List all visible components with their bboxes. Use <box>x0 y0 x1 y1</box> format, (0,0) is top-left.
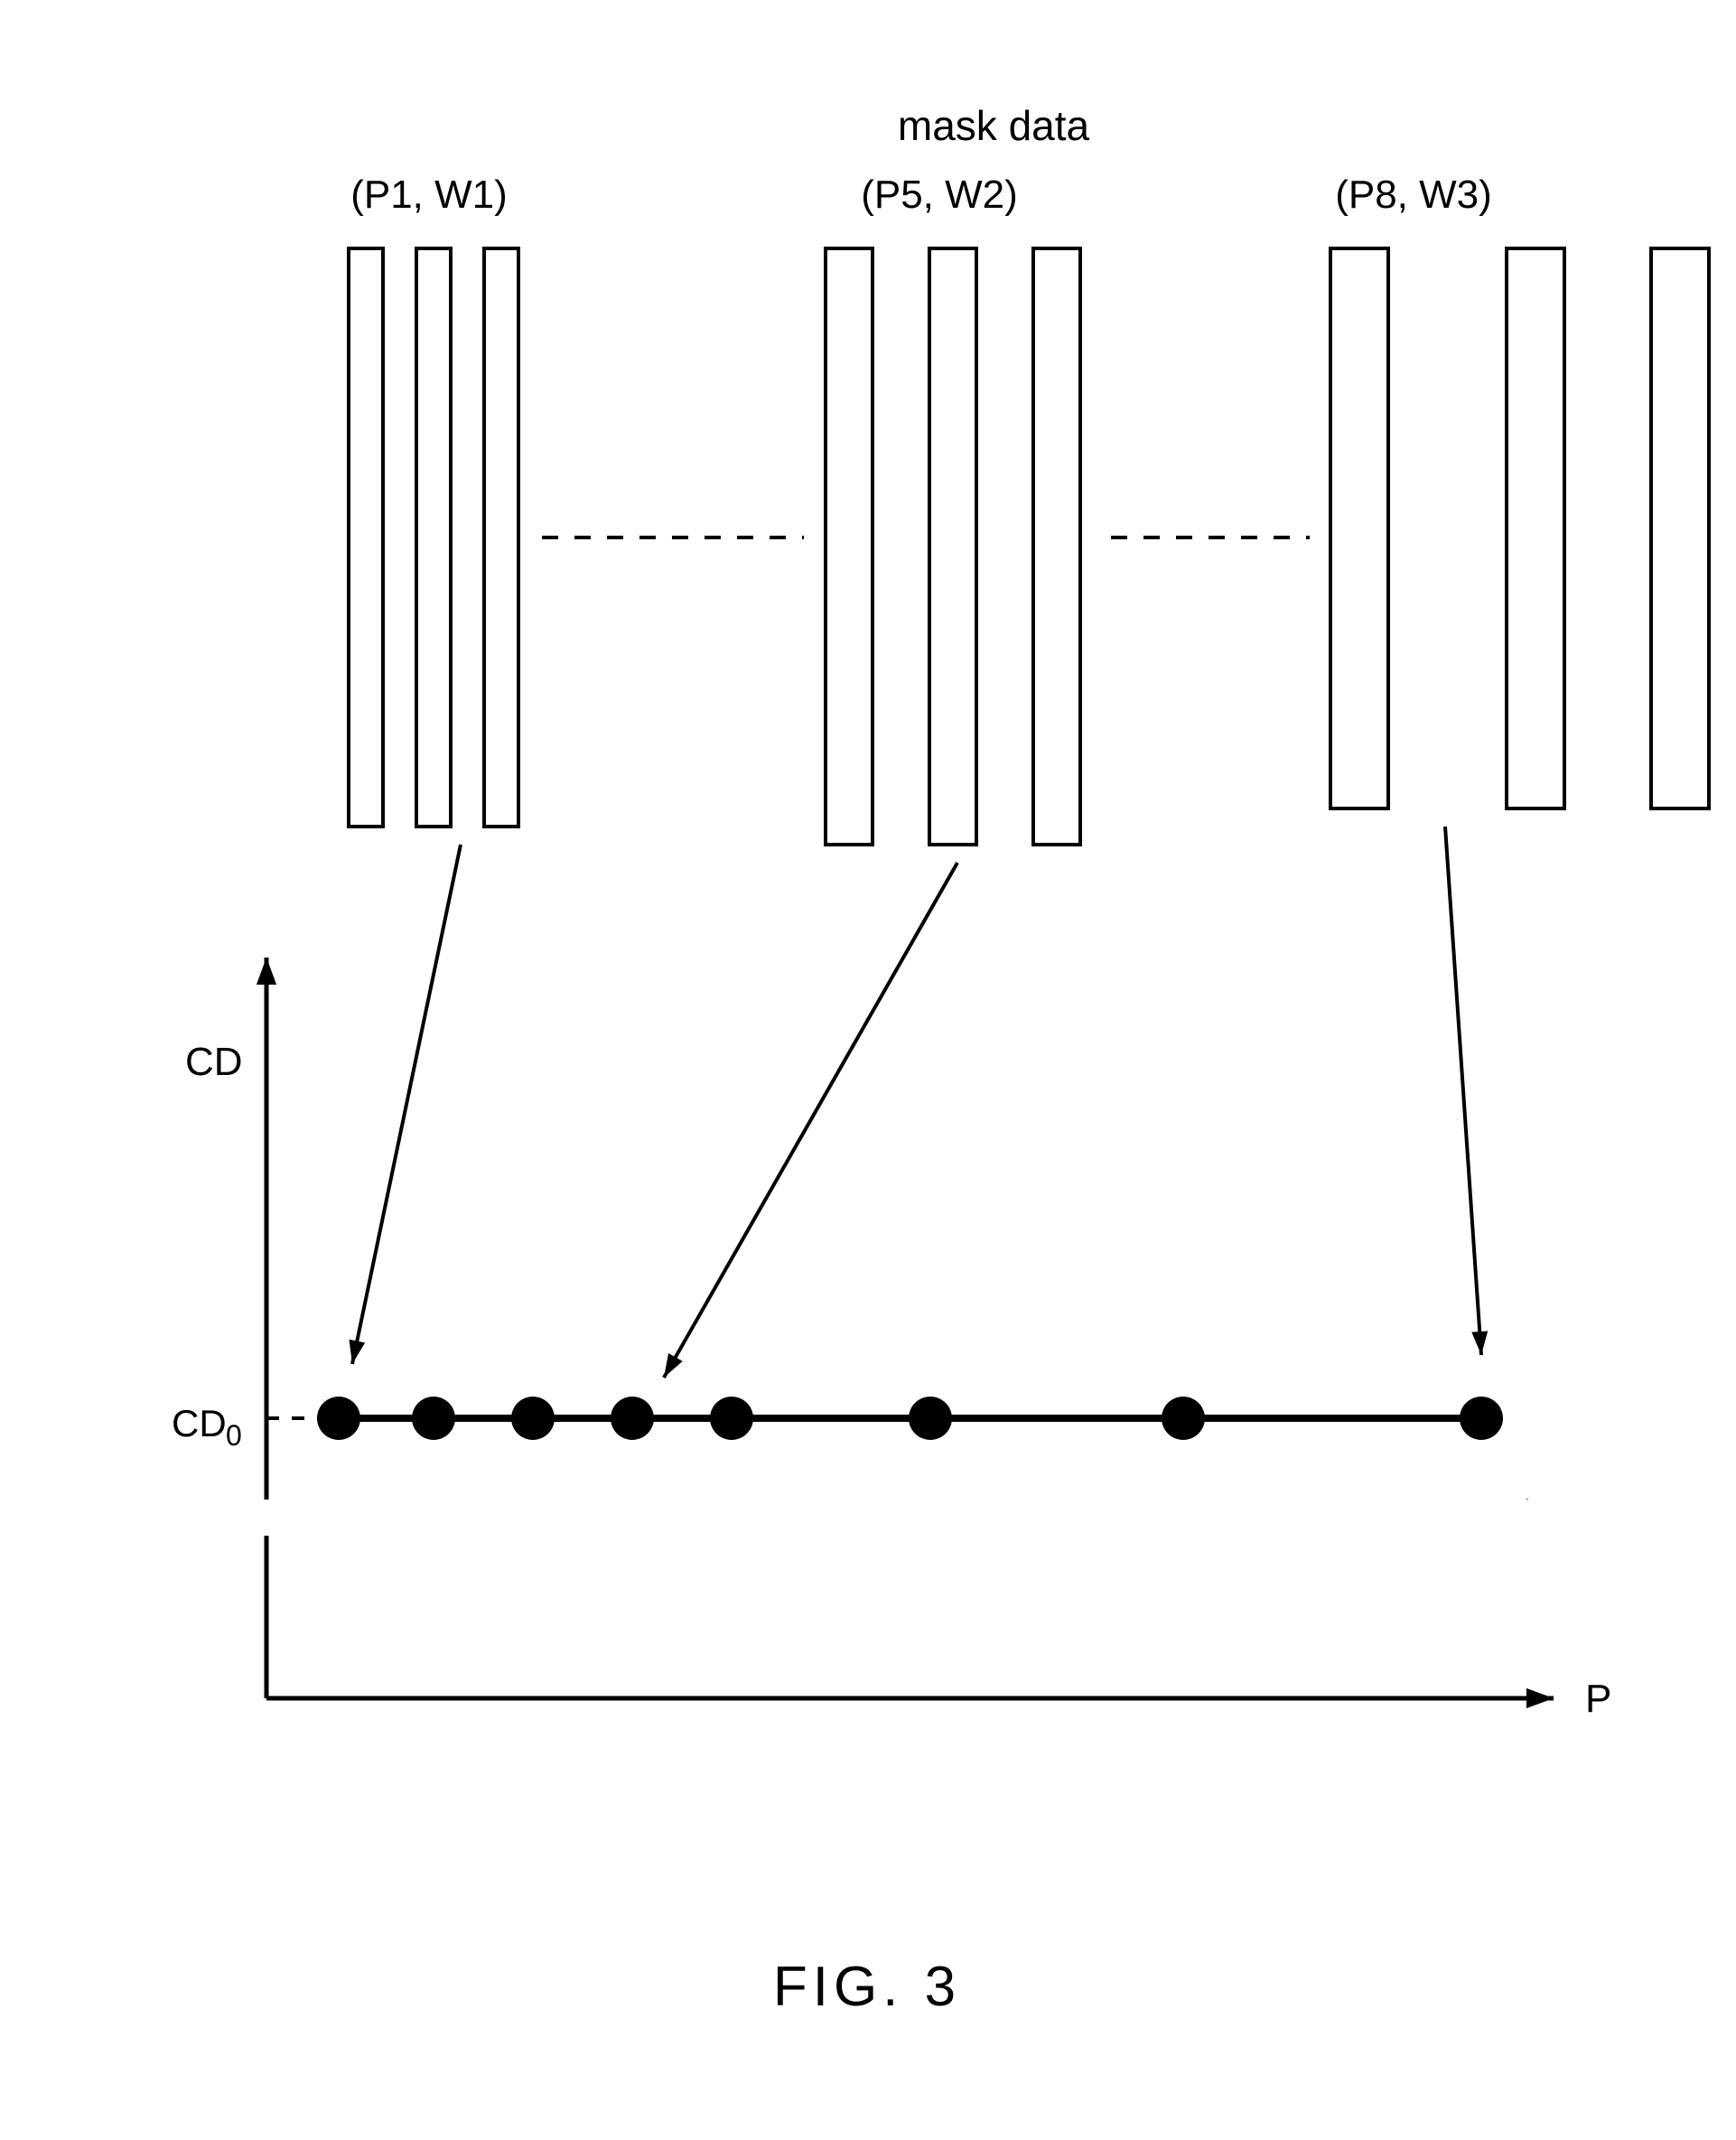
chart-cd0-label: CD0 <box>172 1402 242 1452</box>
chart-data-point <box>412 1397 455 1440</box>
chart-data-point <box>1460 1397 1503 1440</box>
figure-caption: FIG. 3 <box>773 1956 961 2018</box>
chart-y-axis-label: CD <box>185 1040 243 1084</box>
chart-data-point <box>317 1397 360 1440</box>
mask-group-label: (P8, W3) <box>1335 173 1492 217</box>
chart-data-point <box>511 1397 555 1440</box>
chart-data-point <box>611 1397 654 1440</box>
chart-data-point <box>909 1397 952 1440</box>
mask-bar <box>349 248 383 827</box>
mask-bar <box>1507 248 1564 808</box>
chart-data-point <box>710 1397 753 1440</box>
chart-x-axis-label: P <box>1585 1677 1611 1721</box>
mask-bar <box>416 248 451 827</box>
mask-group-label: (P1, W1) <box>350 173 508 217</box>
mask-bar <box>1033 248 1080 845</box>
mask-bar <box>484 248 518 827</box>
mask-bar <box>826 248 873 845</box>
mask-bar <box>1651 248 1709 808</box>
mask-bar <box>929 248 976 845</box>
mask-title: mask data <box>898 102 1090 149</box>
mask-group-label: (P5, W2) <box>861 173 1018 217</box>
chart-data-point <box>1162 1397 1205 1440</box>
svg-text:CD: CD <box>172 1402 227 1444</box>
mask-bar <box>1330 248 1388 808</box>
svg-text:0: 0 <box>226 1419 242 1452</box>
